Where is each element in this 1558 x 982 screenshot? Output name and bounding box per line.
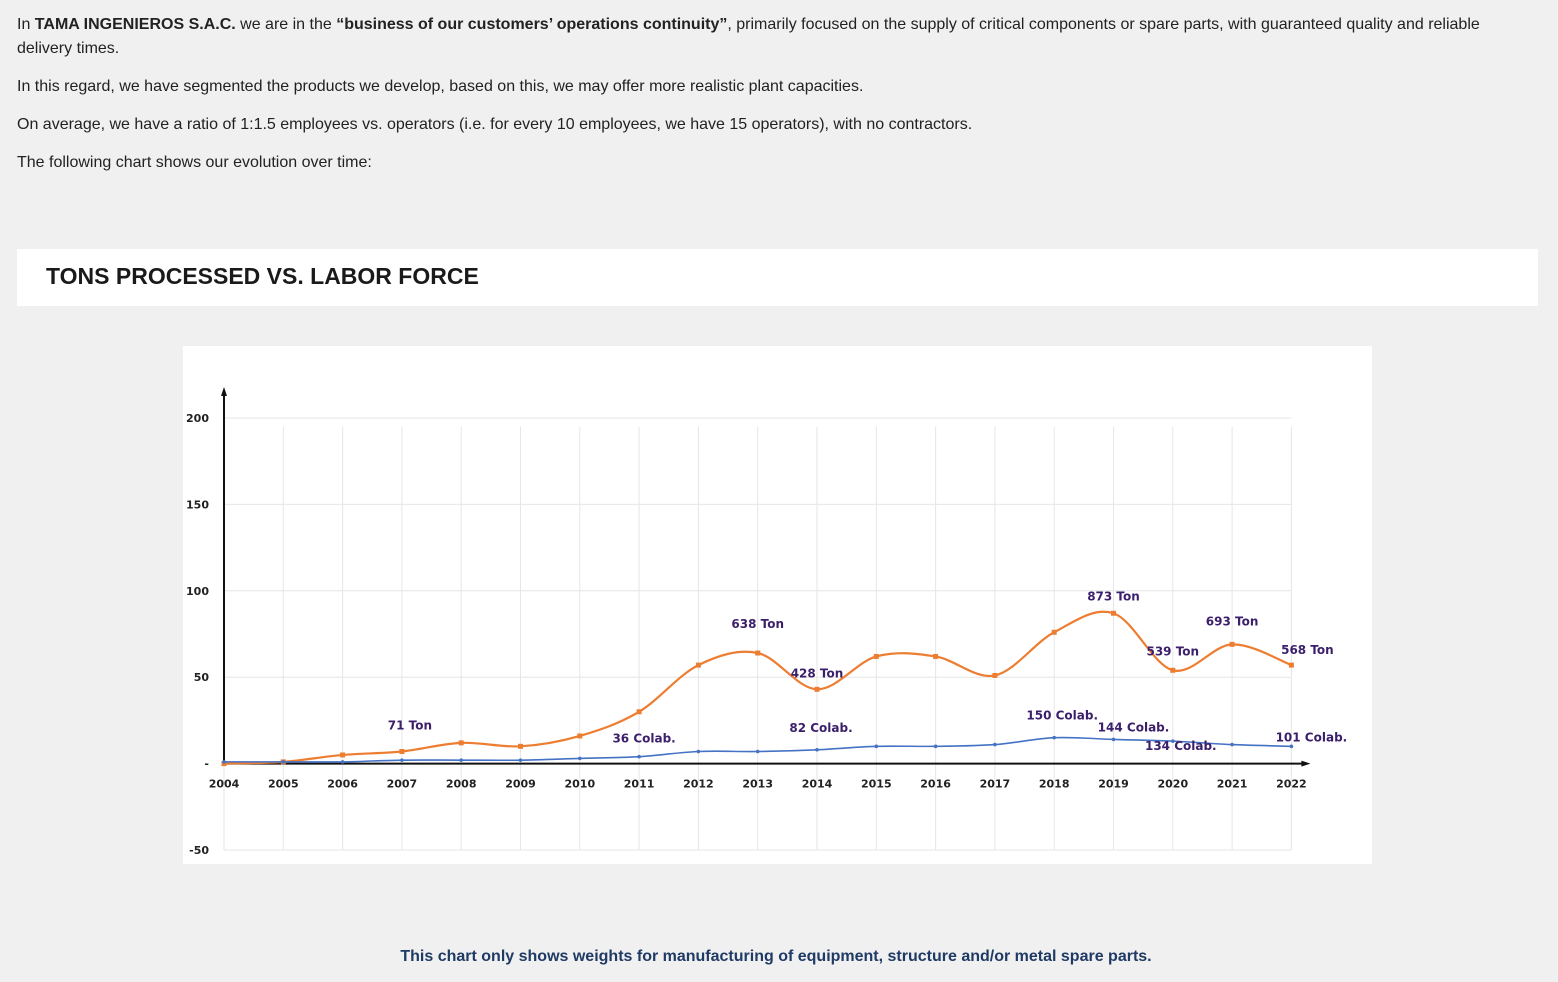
annotation-layer: 71 Ton 36 Colab. 638 Ton 82 Colab. 428 Ton 15… — [388, 589, 1347, 753]
y-tick-label: -50 — [189, 844, 209, 857]
series-point — [1229, 641, 1235, 647]
series-point — [281, 760, 286, 764]
chart-footnote: This chart only shows weights for manufa… — [400, 948, 1152, 965]
x-tick-label: 2018 — [1039, 778, 1070, 791]
series-point — [1289, 744, 1294, 749]
y-tick-label: 150 — [186, 498, 209, 511]
y-tick-label: 50 — [194, 671, 210, 684]
x-tick-label: 2011 — [624, 778, 655, 791]
intro-paragraph-1: In TAMA INGENIEROS S.A.C. we are in the … — [17, 16, 1480, 57]
series-point — [518, 743, 523, 749]
intro-text: In TAMA INGENIEROS S.A.C. we are in the … — [17, 13, 1527, 189]
x-tick-labels: 2004 2005 2006 2007 2008 2009 2010 2011 2012 2013… — [209, 778, 1307, 791]
data-label: 71 Ton — [388, 719, 432, 733]
series-layer — [221, 610, 1294, 767]
data-label: 82 Colab. — [789, 721, 852, 735]
series-point — [636, 709, 642, 715]
x-tick-label: 2008 — [446, 778, 477, 791]
x-tick-label: 2004 — [209, 778, 240, 791]
data-label: 101 Colab. — [1276, 730, 1348, 744]
series-point — [340, 760, 345, 764]
x-tick-label: 2015 — [861, 778, 892, 791]
x-tick-label: 2006 — [327, 778, 358, 791]
series-point — [1288, 662, 1294, 668]
series-point — [992, 672, 998, 678]
x-tick-label: 2020 — [1157, 778, 1188, 791]
x-tick-label: 2012 — [683, 778, 714, 791]
data-label: 134 Colab. — [1145, 739, 1217, 753]
series-point — [1051, 629, 1057, 635]
series-point — [755, 749, 760, 754]
series-point — [874, 744, 879, 749]
section-title-card: TONS PROCESSED VS. LABOR FORCE — [17, 249, 1538, 306]
series-point — [993, 742, 997, 747]
data-label: 150 Colab. — [1026, 709, 1098, 723]
chart-axes — [221, 387, 1311, 767]
x-tick-label: 2005 — [268, 778, 299, 791]
series-point — [578, 756, 582, 761]
data-label: 693 Ton — [1206, 614, 1259, 628]
series-point — [814, 686, 820, 692]
x-tick-label: 2021 — [1217, 778, 1248, 791]
x-tick-label: 2017 — [980, 778, 1011, 791]
tons-vs-labor-chart: 200 150 100 50 - -50 2004 2005 2006 2007 2008 2009… — [186, 387, 1347, 857]
business-quote: “business of our customers’ operations c… — [336, 16, 728, 33]
series-point — [1111, 610, 1116, 616]
series-point — [1111, 737, 1116, 742]
x-tick-label: 2009 — [505, 778, 536, 791]
y-tick-label: 100 — [186, 585, 209, 598]
x-tick-label: 2016 — [920, 778, 951, 791]
data-label: 144 Colab. — [1098, 720, 1170, 734]
series-point — [755, 650, 761, 656]
intro-paragraph-4: The following chart shows our evolution … — [17, 154, 372, 171]
series-point — [222, 760, 226, 764]
x-tick-label: 2014 — [802, 778, 833, 791]
series-point — [400, 758, 404, 762]
series-point — [459, 758, 464, 762]
series-line-0 — [223, 610, 1292, 765]
x-axis-arrow — [1301, 760, 1311, 767]
series-point — [577, 733, 583, 739]
series-point — [933, 653, 939, 659]
series-point — [458, 740, 464, 746]
x-tick-label: 2013 — [742, 778, 773, 791]
data-label: 638 Ton — [731, 617, 784, 631]
chart-grid — [223, 417, 1292, 851]
data-label: 568 Ton — [1281, 643, 1334, 657]
series-point — [340, 752, 346, 758]
x-tick-label: 2022 — [1276, 778, 1307, 791]
series-point — [1052, 735, 1056, 740]
data-label: 36 Colab. — [612, 732, 675, 746]
series-point — [873, 653, 879, 659]
y-tick-label: - — [204, 758, 209, 771]
section-title: TONS PROCESSED VS. LABOR FORCE — [46, 263, 479, 289]
x-tick-label: 2010 — [564, 778, 595, 791]
y-tick-label: 200 — [186, 412, 209, 425]
data-label: 873 Ton — [1087, 589, 1140, 603]
series-point — [815, 747, 819, 752]
company-name: TAMA INGENIEROS S.A.C. — [34, 16, 236, 33]
x-tick-label: 2019 — [1098, 778, 1129, 791]
series-point — [518, 758, 523, 762]
y-tick-labels: 200 150 100 50 - -50 — [186, 412, 209, 857]
series-point — [933, 744, 938, 749]
series-point — [399, 749, 405, 755]
intro-paragraph-3: On average, we have a ratio of 1:1.5 emp… — [17, 116, 973, 133]
data-label: 428 Ton — [791, 666, 844, 680]
series-point — [637, 754, 641, 759]
series-point — [1170, 667, 1176, 673]
chart-container: 200 150 100 50 - -50 2004 2005 2006 2007 2008 2009… — [183, 346, 1372, 864]
intro-paragraph-2: In this regard, we have segmented the pr… — [17, 78, 864, 95]
series-point — [1171, 739, 1175, 743]
y-axis-arrow — [221, 387, 227, 396]
x-tick-label: 2007 — [387, 778, 418, 791]
series-point — [696, 749, 701, 754]
series-point — [695, 662, 701, 668]
data-label: 539 Ton — [1146, 644, 1199, 658]
series-point — [1230, 742, 1234, 747]
